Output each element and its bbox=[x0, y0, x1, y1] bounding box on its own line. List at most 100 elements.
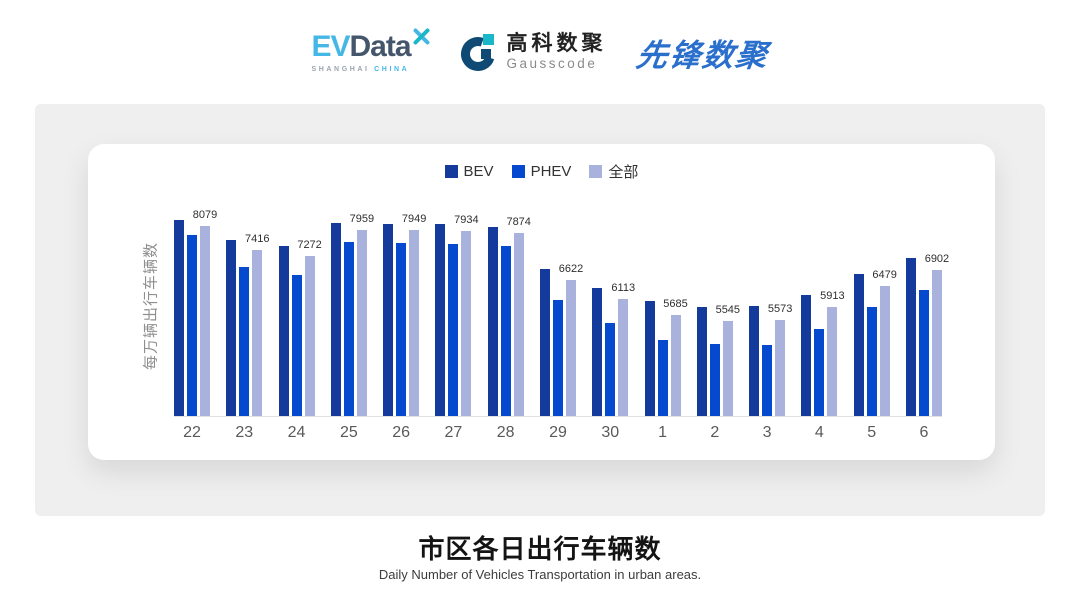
bar-value-label: 6622 bbox=[558, 263, 584, 275]
bar-group-5: 6479 bbox=[853, 192, 897, 416]
evdata-spark-icon bbox=[413, 28, 430, 44]
bar-group-26: 7949 bbox=[383, 192, 426, 416]
bar-group-25: 7959 bbox=[330, 192, 374, 416]
x-axis-label-4: 4 bbox=[814, 424, 824, 441]
bar-PHEV-28 bbox=[500, 246, 511, 416]
bar-BEV-23 bbox=[226, 240, 237, 416]
bar-BEV-1 bbox=[644, 301, 655, 416]
bar-PHEV-4 bbox=[814, 329, 825, 416]
x-axis-label-24: 24 bbox=[287, 424, 306, 441]
bar-全部-4 bbox=[827, 307, 838, 416]
bar-BEV-6 bbox=[905, 258, 916, 416]
bar-group-2: 5545 bbox=[696, 192, 740, 416]
bar-全部-30 bbox=[618, 299, 629, 416]
x-axis-label-27: 27 bbox=[444, 424, 463, 441]
pioneer-logo: 先锋数聚 bbox=[633, 37, 771, 73]
bar-全部-24 bbox=[304, 256, 315, 416]
x-axis-label-26: 26 bbox=[392, 424, 411, 441]
bar-BEV-24 bbox=[278, 246, 289, 416]
header-logos: EV Data SHANGHAI CHINA 高科数聚 Gausscode bbox=[0, 16, 1080, 88]
x-axis-label-1: 1 bbox=[658, 424, 667, 441]
bar-BEV-26 bbox=[383, 224, 394, 416]
bar-group-29: 6622 bbox=[539, 192, 583, 416]
x-axis-labels: 22 23 24 25 26 27 28 29 30 1 2 3 4 5 6 bbox=[174, 424, 942, 442]
bar-PHEV-26 bbox=[396, 243, 407, 416]
bar-BEV-30 bbox=[592, 288, 603, 416]
bar-group-24: 7272 bbox=[278, 192, 322, 416]
bar-value-label: 7272 bbox=[297, 239, 322, 251]
gausscode-wordmark: 高科数聚 Gausscode bbox=[507, 32, 607, 72]
gausscode-en-text: Gausscode bbox=[506, 56, 598, 72]
bar-全部-29 bbox=[565, 280, 576, 416]
bar-value-label: 8079 bbox=[192, 209, 218, 221]
bar-group-27: 7934 bbox=[435, 192, 479, 416]
chart-legend: BEV PHEV 全部 bbox=[88, 161, 995, 182]
x-axis-label-5: 5 bbox=[867, 424, 877, 441]
bar-PHEV-3 bbox=[762, 345, 773, 416]
bar-value-label: 5545 bbox=[715, 304, 741, 316]
bar-group-6: 6902 bbox=[905, 192, 949, 416]
x-axis-label-30: 30 bbox=[601, 424, 620, 441]
legend-swatch-bev bbox=[444, 165, 458, 178]
bar-PHEV-27 bbox=[448, 244, 459, 416]
x-axis-label-29: 29 bbox=[549, 424, 567, 441]
bar-PHEV-29 bbox=[552, 300, 563, 416]
bar-group-4: 5913 bbox=[801, 192, 845, 416]
bar-PHEV-2 bbox=[709, 344, 720, 416]
gausscode-logo: 高科数聚 Gausscode bbox=[460, 32, 607, 72]
bar-全部-6 bbox=[931, 270, 942, 416]
bar-全部-26 bbox=[409, 230, 420, 416]
bar-BEV-3 bbox=[749, 306, 760, 416]
evdata-logo: EV Data SHANGHAI CHINA bbox=[311, 28, 430, 73]
bar-value-label: 7959 bbox=[349, 213, 375, 225]
plot-area: 8079 7416 7272 7959 7949 7934 7874 6622 6113 5685… bbox=[174, 192, 949, 417]
bar-value-label: 6113 bbox=[611, 282, 636, 294]
bar-group-28: 7874 bbox=[487, 192, 531, 416]
evdata-subtext-left: SHANGHAI bbox=[311, 65, 370, 73]
bar-group-30: 6113 bbox=[592, 192, 635, 416]
evdata-subtext-right: CHINA bbox=[374, 65, 410, 73]
gausscode-cn-text: 高科数聚 bbox=[506, 32, 607, 56]
bar-全部-25 bbox=[356, 230, 367, 416]
bar-PHEV-6 bbox=[918, 290, 929, 416]
legend-item-phev: PHEV bbox=[511, 163, 572, 180]
bar-BEV-25 bbox=[330, 223, 341, 416]
y-axis-title: 每万辆出行车辆数 bbox=[142, 241, 160, 371]
bar-全部-23 bbox=[252, 250, 263, 416]
chart-title: 市区各日出行车辆数 bbox=[418, 534, 662, 564]
bar-value-label: 5685 bbox=[663, 298, 688, 310]
gausscode-g-icon bbox=[460, 34, 495, 71]
bar-value-label: 5573 bbox=[767, 303, 793, 315]
x-axis-label-22: 22 bbox=[183, 424, 201, 441]
bar-value-label: 6479 bbox=[872, 269, 897, 281]
bar-PHEV-1 bbox=[657, 340, 668, 416]
legend-item-all: 全部 bbox=[589, 161, 638, 182]
bar-value-label: 7874 bbox=[506, 216, 531, 228]
legend-label-phev: PHEV bbox=[530, 163, 572, 180]
bar-PHEV-25 bbox=[343, 242, 354, 416]
bar-全部-2 bbox=[722, 321, 733, 416]
x-axis-label-2: 2 bbox=[710, 424, 720, 441]
evdata-data-text: Data bbox=[349, 29, 412, 63]
evdata-subtext: SHANGHAI CHINA bbox=[311, 66, 409, 73]
chart-panel: BEV PHEV 全部 每万辆出行车辆数 8079 7416 7272 7959 794… bbox=[35, 104, 1045, 516]
bar-value-label: 7949 bbox=[401, 213, 427, 225]
x-axis-label-28: 28 bbox=[496, 424, 515, 441]
legend-item-bev: BEV bbox=[444, 163, 494, 180]
bar-全部-22 bbox=[200, 226, 210, 416]
legend-swatch-phev bbox=[511, 165, 525, 178]
evdata-wordmark: EV Data bbox=[311, 28, 430, 63]
legend-swatch-all bbox=[589, 165, 603, 178]
x-axis-label-6: 6 bbox=[919, 424, 929, 441]
bar-group-1: 5685 bbox=[644, 192, 688, 416]
bar-PHEV-24 bbox=[291, 275, 302, 416]
bar-BEV-4 bbox=[801, 295, 812, 416]
bar-value-label: 5913 bbox=[820, 290, 845, 302]
bar-BEV-22 bbox=[174, 220, 184, 416]
legend-label-bev: BEV bbox=[463, 163, 494, 180]
bar-value-label: 7934 bbox=[454, 214, 479, 226]
bar-group-22: 8079 bbox=[174, 192, 217, 416]
evdata-ev-text: EV bbox=[311, 29, 350, 63]
bar-全部-5 bbox=[879, 286, 890, 416]
chart-subtitle: Daily Number of Vehicles Transportation … bbox=[378, 567, 702, 582]
